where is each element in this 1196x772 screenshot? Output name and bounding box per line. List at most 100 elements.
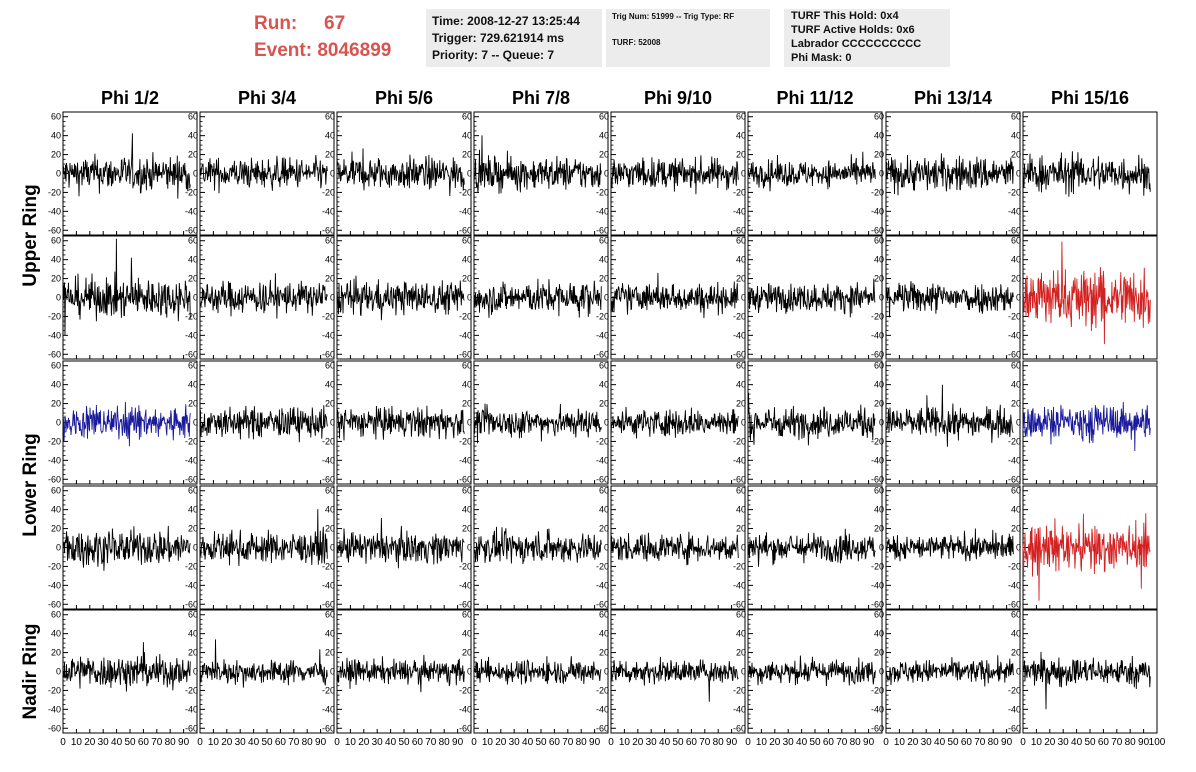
- panel-r3-c0: -60 -40 -20 0 20 40 60: [48, 485, 198, 610]
- x-tick-label: 30: [509, 737, 521, 748]
- y-tick-label: 0: [604, 667, 609, 677]
- panel-r3-c4: -60 -40 -20 0 20 40 60: [596, 485, 746, 610]
- y-tick-label: -20: [48, 311, 61, 321]
- panel-r4-c2: -60 -40 -20 0 20 40 60: [322, 609, 472, 734]
- waveform-trace: [885, 384, 1014, 447]
- waveform-trace: [1022, 651, 1151, 710]
- waveform-trace: [610, 272, 739, 319]
- y-tick-label: 40: [51, 629, 61, 639]
- y-tick-label: -60: [459, 723, 472, 733]
- y-tick-label: 0: [1016, 667, 1021, 677]
- y-tick-label: -60: [1008, 349, 1021, 359]
- column-header-phi-11-12: Phi 11/12: [776, 88, 853, 108]
- y-tick-label: -40: [48, 704, 61, 714]
- y-tick-label: -60: [596, 349, 609, 359]
- y-tick-label: 60: [325, 361, 335, 371]
- panel-r4-c1: -60 -40 -20 0 20 40 60: [185, 609, 335, 734]
- priority-text: Priority: 7 -- Queue: 7: [432, 48, 555, 62]
- y-tick-label: -20: [1008, 311, 1021, 321]
- y-tick-label: 20: [51, 524, 61, 534]
- y-tick-label: 0: [56, 293, 61, 303]
- panel-frame: [199, 235, 335, 360]
- x-tick-label: 10: [756, 737, 768, 748]
- event-value: 8046899: [317, 40, 392, 61]
- y-tick-label: 0: [1016, 293, 1021, 303]
- x-tick-label: 80: [988, 737, 1000, 748]
- y-tick-label: 0: [56, 667, 61, 677]
- panel-r3-c7: -60 -40 -20 0 20 40 60: [1008, 485, 1158, 610]
- waveform-trace: [747, 528, 876, 567]
- y-tick-label: 20: [325, 648, 335, 658]
- y-tick-label: -40: [459, 704, 472, 714]
- y-tick-label: 40: [188, 255, 198, 265]
- y-tick-label: -40: [322, 206, 335, 216]
- y-tick-label: 60: [599, 236, 609, 246]
- y-tick-label: 20: [462, 524, 472, 534]
- y-tick-label: -40: [871, 455, 884, 465]
- x-tick-label: 90: [315, 737, 327, 748]
- y-tick-label: 20: [599, 150, 609, 160]
- y-tick-label: 60: [462, 361, 472, 371]
- y-tick-label: -40: [459, 455, 472, 465]
- x-tick-label: 40: [1071, 737, 1083, 748]
- y-tick-label: -40: [871, 580, 884, 590]
- y-tick-label: 0: [330, 667, 335, 677]
- y-tick-label: -20: [733, 187, 746, 197]
- y-tick-label: 20: [325, 399, 335, 409]
- panel-r1-c0: -60 -40 -20 0 20 40 60: [48, 235, 198, 360]
- y-tick-label: -60: [596, 225, 609, 235]
- y-tick-label: 40: [188, 131, 198, 141]
- y-tick-label: 40: [462, 380, 472, 390]
- y-tick-label: 20: [1011, 150, 1021, 160]
- row-header-nadir-ring: Nadir Ring: [20, 623, 41, 719]
- x-tick-label: 20: [1044, 737, 1056, 748]
- x-tick-label: 0: [745, 737, 751, 748]
- y-tick-label: 40: [1011, 629, 1021, 639]
- x-tick-label: 80: [439, 737, 451, 748]
- x-tick-label: 80: [302, 737, 314, 748]
- y-tick-label: 20: [1011, 648, 1021, 658]
- x-tick-label: 40: [248, 737, 260, 748]
- waveform-trace: [336, 517, 465, 569]
- y-tick-label: 60: [874, 486, 884, 496]
- y-tick-label: -20: [459, 561, 472, 571]
- waveform-trace: [610, 656, 739, 702]
- x-tick-label: 40: [385, 737, 397, 748]
- y-tick-label: -20: [185, 311, 198, 321]
- x-tick-label: 90: [452, 737, 464, 748]
- x-tick-label: 60: [686, 737, 698, 748]
- y-tick-label: 0: [467, 169, 472, 179]
- y-tick-label: -40: [322, 580, 335, 590]
- column-header-phi-7-8: Phi 7/8: [512, 88, 570, 108]
- y-tick-label: -20: [871, 685, 884, 695]
- y-tick-label: 40: [1011, 505, 1021, 515]
- y-tick-label: 60: [51, 112, 61, 122]
- panel-r0-c2: -60 -40 -20 0 20 40 60: [322, 111, 472, 236]
- panel-r3-c1: -60 -40 -20 0 20 40 60: [185, 485, 335, 610]
- y-tick-label: -40: [596, 704, 609, 714]
- y-tick-label: 60: [599, 112, 609, 122]
- y-tick-label: 40: [188, 380, 198, 390]
- y-tick-label: 0: [467, 418, 472, 428]
- y-tick-label: 60: [462, 112, 472, 122]
- y-tick-label: -60: [322, 225, 335, 235]
- y-tick-label: 60: [736, 610, 746, 620]
- y-tick-label: 0: [741, 293, 746, 303]
- y-tick-label: 60: [188, 112, 198, 122]
- waveform-trace: [62, 238, 191, 336]
- waveform-trace: [62, 642, 191, 692]
- y-tick-label: -60: [185, 349, 198, 359]
- y-tick-label: 0: [604, 418, 609, 428]
- waveform-trace: [610, 531, 739, 566]
- y-tick-label: 60: [599, 361, 609, 371]
- panel-r2-c2: -60 -40 -20 0 20 40 60: [322, 360, 472, 485]
- y-tick-label: 20: [188, 274, 198, 284]
- y-tick-label: 60: [51, 610, 61, 620]
- y-tick-label: 40: [874, 505, 884, 515]
- panel-r0-c1: -60 -40 -20 0 20 40 60: [185, 111, 335, 236]
- waveform-trace: [62, 525, 191, 571]
- y-tick-label: 60: [325, 486, 335, 496]
- x-tick-label: 10: [345, 737, 357, 748]
- y-tick-label: 40: [51, 255, 61, 265]
- x-tick-label: 0: [883, 737, 889, 748]
